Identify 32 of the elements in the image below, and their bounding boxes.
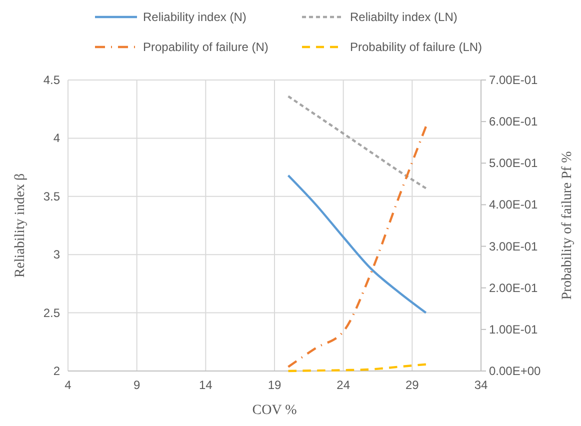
x-tick-label: 34	[474, 378, 488, 392]
line-series	[287, 363, 428, 372]
y2-tick-label: 3.00E-01	[489, 239, 538, 254]
y-tick-label: 4.5	[43, 73, 60, 87]
y2-tick-label: 2.00E-01	[489, 280, 538, 295]
y2-tick-label: 4.00E-01	[489, 198, 538, 212]
y-tick-label: 2.5	[43, 306, 60, 320]
x-tick-label: 9	[133, 378, 140, 392]
line-series	[287, 174, 428, 314]
x-tick-label: 29	[405, 378, 420, 392]
x-tick-label: 24	[336, 378, 350, 392]
y2-tick-label: 0.00E+00	[489, 364, 542, 378]
line-series	[287, 125, 428, 368]
y2-tick-label: 5.00E-01	[489, 156, 538, 170]
y2-tick-label: 1.00E-01	[489, 322, 538, 336]
y-axis-title: Reliability index β	[13, 173, 28, 278]
x-tick-label: 4	[64, 378, 72, 392]
x-axis-title: COV %	[252, 403, 298, 418]
legend-label: Probability of failure (LN)	[350, 40, 482, 54]
y-tick-label: 4	[53, 131, 60, 146]
y2-tick-label: 7.00E-01	[489, 73, 538, 87]
y-tick-label: 3.5	[43, 189, 60, 204]
y2-axis-title: Probability of failure Pf %	[560, 150, 575, 300]
legend-label: Reliability index (N)	[143, 10, 246, 24]
x-tick-label: 14	[198, 378, 213, 392]
line-series	[287, 95, 428, 190]
x-tick-label: 19	[268, 378, 282, 392]
y-tick-label: 3	[53, 248, 60, 262]
y2-tick-label: 6.00E-01	[489, 114, 538, 129]
legend-label: Propability of failure (N)	[143, 40, 268, 54]
y-tick-label: 2	[53, 364, 60, 378]
legend-label: Reliabilty index (LN)	[350, 10, 458, 24]
